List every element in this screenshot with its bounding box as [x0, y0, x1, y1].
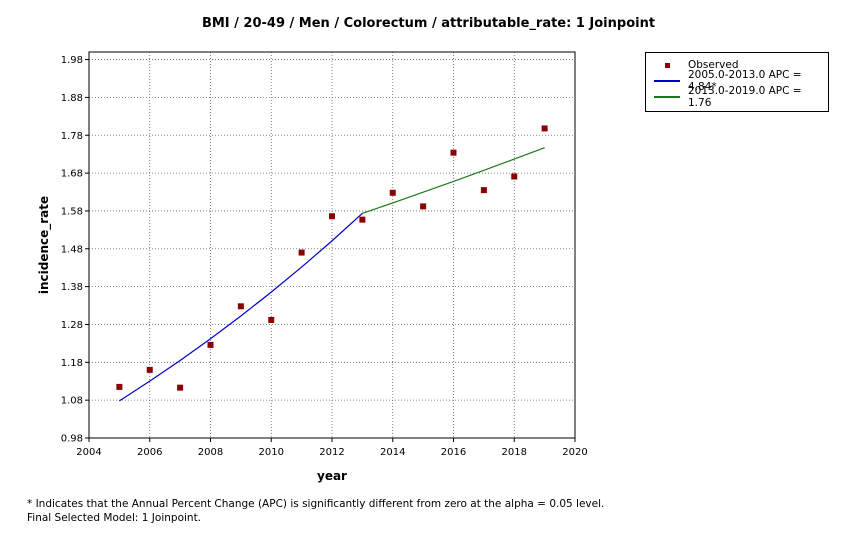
y-tick-label: 1.88 — [61, 93, 83, 104]
observed-point — [116, 383, 123, 390]
observed-point — [359, 216, 366, 223]
fit-line-segment-1 — [119, 212, 363, 402]
observed-point — [541, 125, 548, 132]
observed-point — [298, 249, 305, 256]
x-tick-label: 2004 — [76, 447, 101, 458]
green-line-icon — [654, 96, 680, 98]
observed-point — [450, 149, 457, 156]
observed-point — [146, 366, 153, 373]
legend-label-observed: Observed — [688, 59, 739, 71]
y-tick-label: 1.58 — [61, 206, 83, 217]
y-tick-label: 1.68 — [61, 169, 83, 180]
legend-item-observed: Observed — [654, 58, 739, 72]
tick-labels: 2004 2006 2008 2010 2012 2014 2016 2018 2020 0.98… — [61, 55, 588, 458]
x-tick-label: 2020 — [562, 447, 587, 458]
x-axis-label: year — [317, 469, 347, 483]
y-tick-label: 1.98 — [61, 55, 83, 66]
x-tick-label: 2008 — [198, 447, 223, 458]
y-axis-label: incidence_rate — [37, 196, 52, 294]
observed-point — [207, 341, 214, 348]
chart-title: BMI / 20-49 / Men / Colorectum / attribu… — [201, 16, 656, 31]
x-tick-label: 2018 — [502, 447, 527, 458]
y-tick-label: 1.48 — [61, 244, 83, 255]
legend-item-segment-1: 2005.0-2013.0 APC = 4.84* — [654, 69, 828, 93]
y-tick-label: 1.18 — [61, 358, 83, 369]
observed-point — [237, 303, 244, 310]
observed-point — [511, 173, 518, 180]
observed-point — [389, 189, 396, 196]
y-tick-label: 1.78 — [61, 131, 83, 142]
footnote-model: Final Selected Model: 1 Joinpoint. — [27, 512, 202, 524]
x-tick-label: 2014 — [380, 447, 405, 458]
observed-point — [268, 316, 275, 323]
fit-line-segment-2 — [362, 147, 545, 214]
observed-point — [480, 187, 487, 194]
y-tick-label: 0.98 — [61, 434, 83, 445]
x-tick-label: 2006 — [137, 447, 162, 458]
footnote-significance: * Indicates that the Annual Percent Chan… — [27, 498, 605, 510]
footnote: * Indicates that the Annual Percent Chan… — [27, 497, 604, 525]
legend-item-segment-2: 2013.0-2019.0 APC = 1.76 — [654, 85, 828, 109]
observed-marker-icon — [664, 62, 670, 68]
legend: Observed 2005.0-2013.0 APC = 4.84* 2013.… — [645, 52, 829, 112]
blue-line-icon — [654, 80, 680, 82]
x-tick-label: 2010 — [259, 447, 284, 458]
observed-point — [420, 203, 427, 210]
x-tick-label: 2016 — [441, 447, 466, 458]
y-tick-label: 1.38 — [61, 282, 83, 293]
observed-point — [177, 384, 184, 391]
series-layer — [116, 125, 548, 402]
y-tick-label: 1.08 — [61, 396, 83, 407]
legend-label-segment-1: 2005.0-2013.0 APC = 4.84* — [688, 69, 802, 93]
observed-point — [329, 213, 335, 220]
grid-lines — [89, 52, 575, 439]
y-tick-label: 1.28 — [61, 320, 83, 331]
x-tick-label: 2012 — [319, 447, 344, 458]
legend-label-segment-2: 2013.0-2019.0 APC = 1.76 — [688, 85, 802, 109]
